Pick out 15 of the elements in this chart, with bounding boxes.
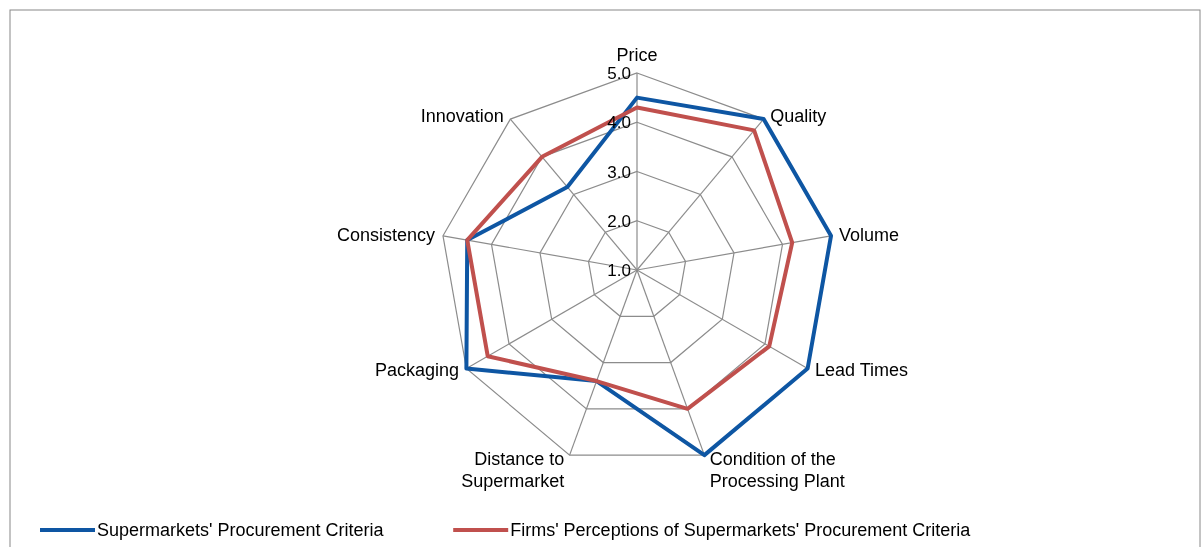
y-tick-label: 2.0 [607, 211, 631, 231]
spoke-label: Packaging [374, 360, 459, 381]
spoke-label: Price [616, 45, 658, 66]
spoke-label: Consistency [337, 225, 436, 246]
spoke-label: Lead Times [815, 360, 909, 381]
spoke-label: Innovation [420, 106, 504, 127]
spoke-label: Quality [770, 106, 827, 127]
y-tick-label: 3.0 [607, 162, 631, 182]
legend-label: Supermarkets' Procurement Criteria [97, 520, 385, 540]
y-tick-label: 1.0 [607, 261, 631, 280]
spoke-label: Volume [838, 225, 899, 246]
legend-label: Firms' Perceptions of Supermarkets' Procurement Criteria [510, 520, 972, 540]
spoke-label: Distance to Supermarket [461, 448, 565, 491]
spoke-label: Condition of the Processing Plant [709, 448, 845, 491]
y-tick-label: 5.0 [607, 64, 631, 83]
